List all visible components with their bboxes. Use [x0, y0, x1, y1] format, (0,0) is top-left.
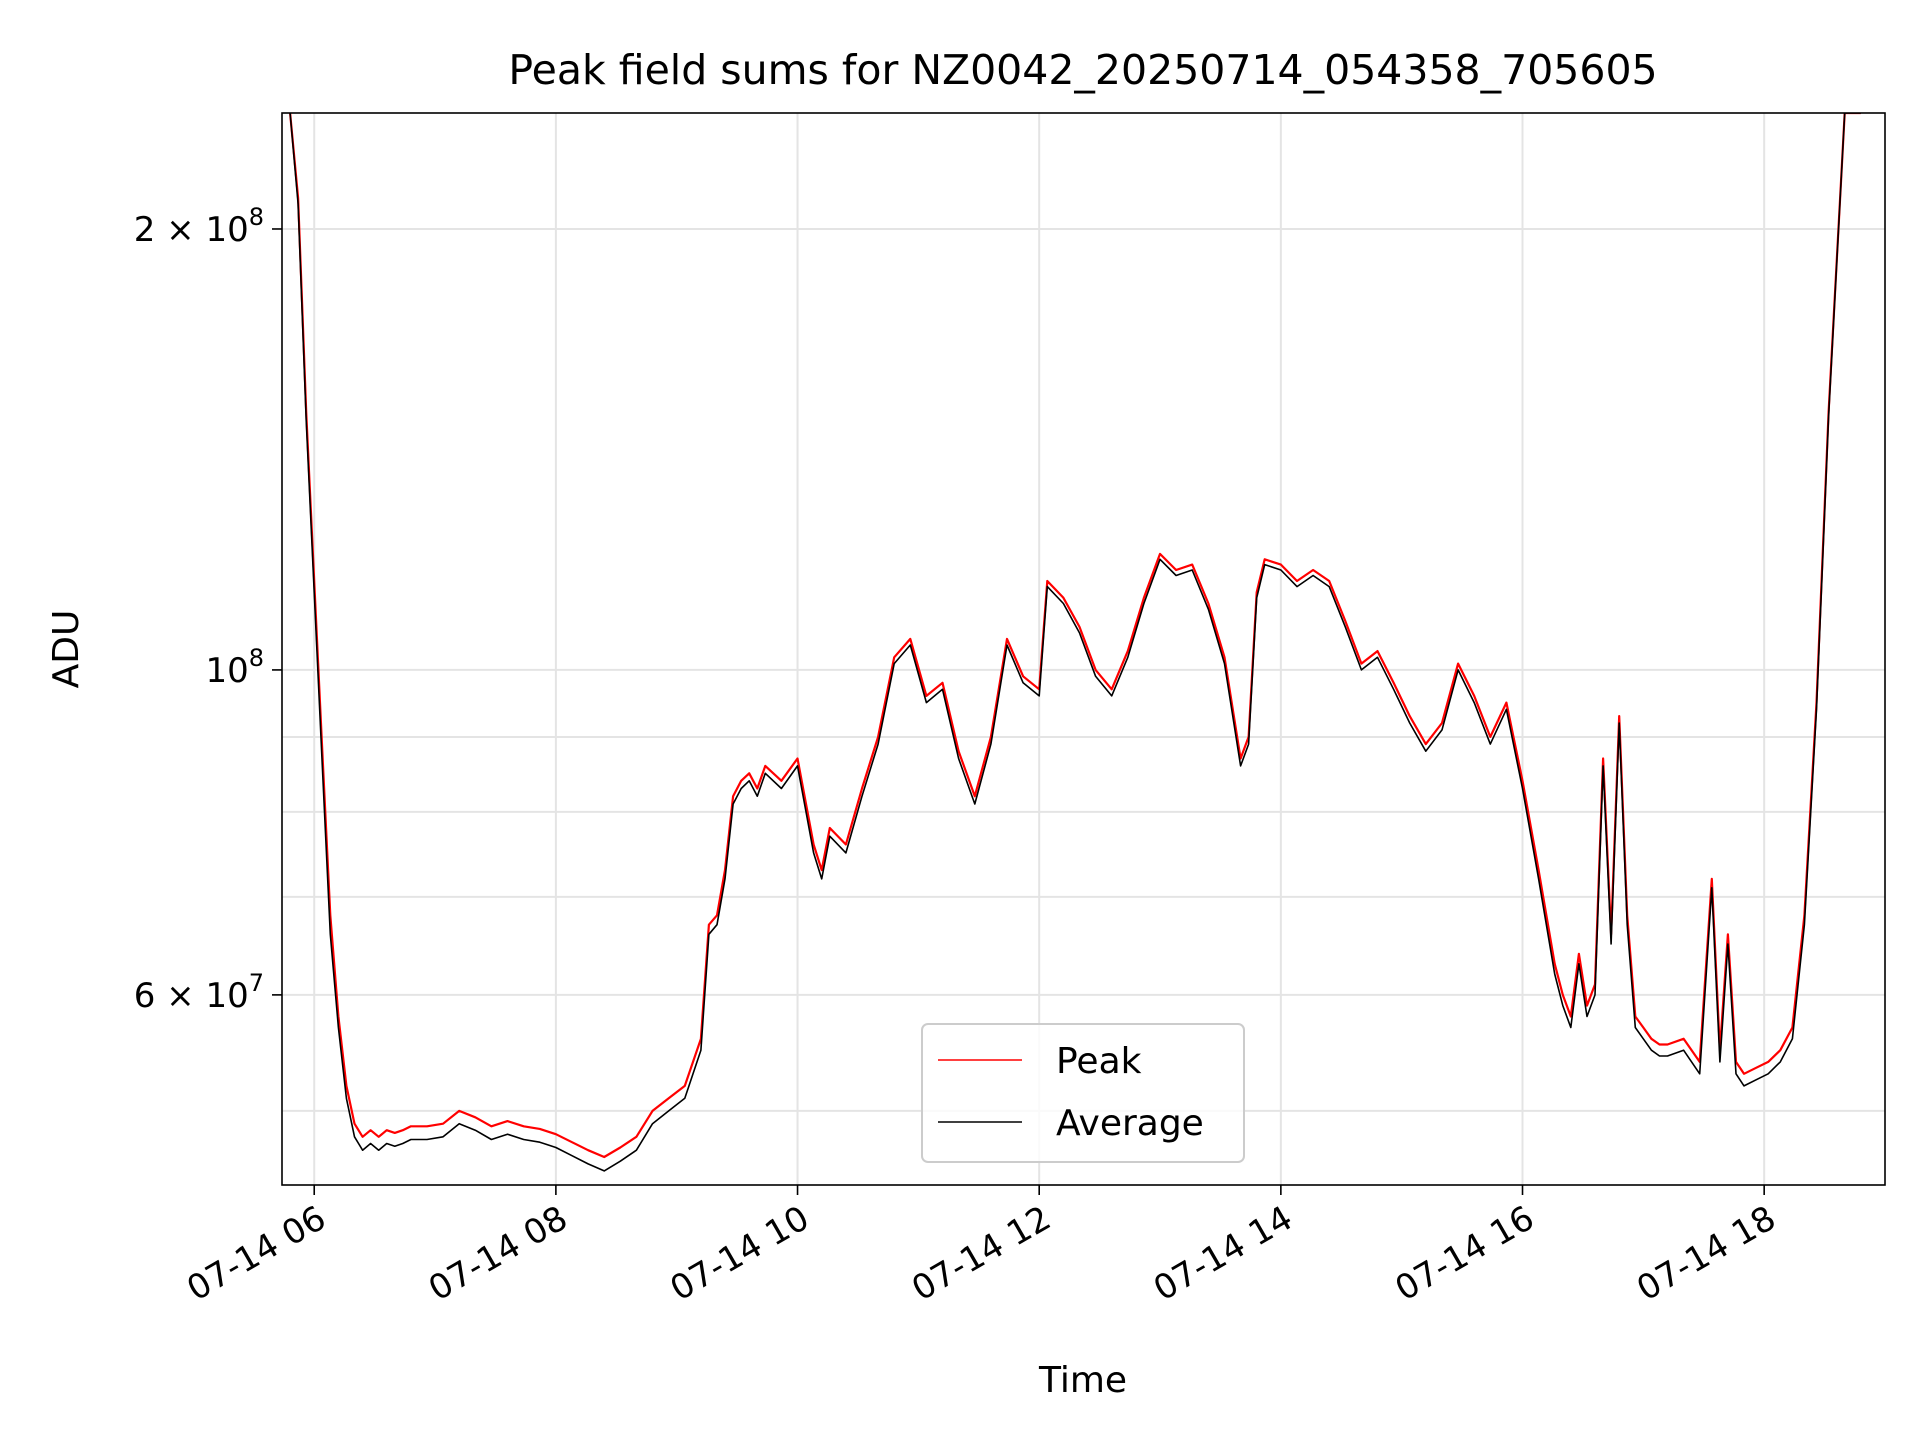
series-line-peak — [289, 113, 1861, 1159]
legend-box — [921, 1023, 1245, 1163]
series-lines — [289, 113, 1861, 1172]
legend-label-average: Average — [1056, 1103, 1204, 1144]
x-axis-label: Time — [1038, 1360, 1127, 1401]
legend: Peak Average — [921, 1023, 1245, 1163]
y-tick-label: 2 × 108 — [134, 203, 264, 250]
grid — [282, 113, 1885, 1185]
y-axis-label: ADU — [46, 610, 87, 689]
legend-label-peak: Peak — [1056, 1041, 1142, 1082]
y-tick-label: 6 × 107 — [134, 969, 264, 1016]
chart-title: Peak field sums for NZ0042_20250714_0543… — [508, 46, 1657, 94]
plot-frame — [281, 112, 1886, 1186]
series-line-average — [289, 113, 1861, 1172]
